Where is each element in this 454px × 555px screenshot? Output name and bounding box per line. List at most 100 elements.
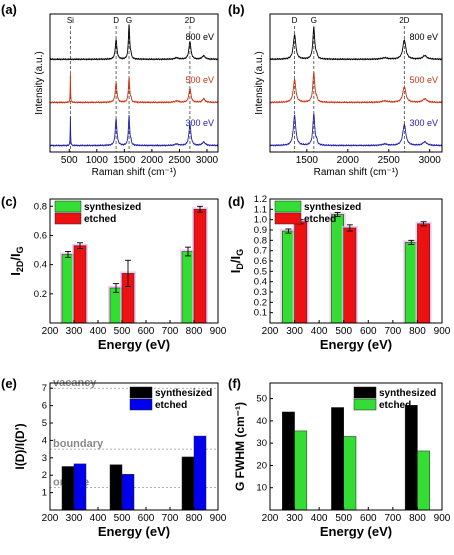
x-tick-label-b-2: 2500 — [378, 155, 401, 166]
x-tick-label-b-3: 3000 — [419, 155, 442, 166]
peak-label-b-2: 2D — [399, 16, 409, 25]
x-tick-label-e-1: 300 — [66, 513, 83, 524]
x-tick-label-f-4: 600 — [360, 513, 377, 524]
series-line-b-0 — [269, 26, 443, 61]
x-tick-label-d-5: 700 — [385, 326, 402, 337]
bar-e-0-0 — [61, 466, 75, 511]
bar-c-1-0 — [73, 245, 87, 324]
legend-label-f-0: synthesized — [379, 388, 436, 399]
bar-e-1-0 — [73, 463, 87, 511]
y-axis-label-b: Intensity (a.u.) — [254, 51, 265, 114]
x-tick-label-e-5: 700 — [162, 513, 179, 524]
series-line-b-2 — [269, 113, 443, 148]
y-tick-label-c-0: 0.2 — [34, 289, 47, 300]
bar-e-1-1 — [121, 474, 135, 511]
series-label-a-1: 500 eV — [185, 75, 214, 85]
plot-frame-a — [49, 13, 219, 153]
x-tick-label-d-2: 400 — [311, 326, 328, 337]
x-tick-label-c-5: 700 — [162, 326, 179, 337]
y-tick-label-d-8: 0.9 — [254, 225, 267, 236]
y-tick-label-d-6: 0.7 — [254, 246, 267, 257]
x-axis-label-a: Raman shift (cm⁻¹) — [92, 167, 177, 178]
bar-c-1-2 — [193, 208, 207, 324]
y-tick-label-d-4: 0.5 — [254, 266, 267, 277]
y-tick-label-d-0: 0.1 — [254, 308, 267, 319]
bar-f-1-1 — [343, 436, 357, 511]
reference-label-e-1: boundary — [53, 438, 104, 450]
plot-frame-e — [49, 382, 219, 511]
bar-f-0-2 — [404, 405, 418, 511]
y-tick-label-e-0: 1 — [42, 488, 47, 499]
x-tick-label-a-1: 1000 — [86, 155, 109, 166]
y-tick-label-d-11: 1.2 — [254, 194, 267, 205]
legend-label-e-1: etched — [155, 400, 187, 411]
series-label-b-0: 800 eV — [409, 32, 438, 42]
peak-label-a-3: 2D — [185, 16, 195, 25]
y-tick-label-f-4: 50 — [256, 394, 267, 405]
y-tick-label-e-5: 6 — [42, 401, 47, 412]
peak-label-a-1: D — [113, 16, 119, 25]
x-tick-label-e-3: 500 — [114, 513, 131, 524]
x-tick-label-a-5: 3000 — [196, 155, 219, 166]
y-tick-label-f-0: 10 — [256, 483, 267, 494]
y-tick-label-d-5: 0.6 — [254, 256, 267, 267]
x-tick-label-b-0: 1500 — [296, 155, 319, 166]
series-label-b-1: 500 eV — [409, 75, 438, 85]
y-tick-label-d-2: 0.3 — [254, 287, 267, 298]
bar-e-0-1 — [109, 464, 123, 511]
y-tick-label-d-3: 0.4 — [254, 277, 267, 288]
x-tick-label-e-6: 800 — [186, 513, 203, 524]
legend-label-d-0: synthesized — [304, 202, 361, 213]
plot-frame-f — [269, 382, 443, 511]
x-tick-label-f-0: 200 — [262, 513, 279, 524]
x-tick-label-a-4: 2500 — [168, 155, 191, 166]
y-tick-label-d-7: 0.8 — [254, 235, 267, 246]
x-axis-label-f: Energy (eV) — [320, 524, 392, 539]
x-tick-label-f-5: 700 — [385, 513, 402, 524]
y-tick-label-e-4: 5 — [42, 418, 47, 429]
bar-d-1-1 — [343, 227, 357, 324]
x-tick-label-f-7: 900 — [434, 513, 451, 524]
x-tick-label-c-1: 300 — [66, 326, 83, 337]
bar-f-1-0 — [294, 430, 308, 511]
y-tick-label-c-3: 0.8 — [34, 201, 47, 212]
bar-e-1-2 — [193, 435, 207, 511]
panel-label-e: (e) — [1, 376, 17, 391]
x-tick-label-a-0: 500 — [61, 155, 78, 166]
y-axis-label-d: ID/IG — [228, 249, 245, 273]
x-tick-label-d-4: 600 — [360, 326, 377, 337]
legend-swatch-f-1 — [353, 398, 377, 411]
legend-swatch-c-1 — [54, 212, 82, 225]
y-tick-label-d-9: 1.0 — [254, 215, 267, 226]
peak-label-a-0: Si — [67, 16, 74, 25]
x-axis-label-e: Energy (eV) — [98, 524, 170, 539]
legend-swatch-f-0 — [353, 386, 377, 399]
peak-label-a-2: G — [126, 16, 132, 25]
panel-label-f: (f) — [228, 376, 241, 391]
y-tick-label-e-1: 2 — [42, 470, 47, 481]
peak-label-b-0: D — [292, 16, 298, 25]
legend-label-c-1: etched — [84, 214, 116, 225]
x-tick-label-c-3: 500 — [114, 326, 131, 337]
x-tick-label-b-1: 2000 — [337, 155, 360, 166]
legend-label-d-1: etched — [304, 214, 336, 225]
panel-label-b: (b) — [228, 2, 245, 17]
legend-swatch-e-1 — [129, 398, 153, 411]
y-tick-label-c-1: 0.4 — [34, 260, 47, 271]
x-tick-label-e-2: 400 — [90, 513, 107, 524]
series-label-a-0: 800 eV — [185, 32, 214, 42]
bar-f-0-0 — [282, 411, 295, 511]
y-tick-label-d-10: 1.1 — [254, 204, 267, 215]
y-tick-label-e-2: 3 — [42, 453, 47, 464]
x-tick-label-e-7: 900 — [210, 513, 227, 524]
y-tick-label-e-3: 4 — [42, 435, 47, 446]
y-tick-label-d-1: 0.2 — [254, 297, 267, 308]
x-tick-label-a-3: 2000 — [141, 155, 164, 166]
x-tick-label-e-0: 200 — [42, 513, 59, 524]
x-tick-label-c-7: 900 — [210, 326, 227, 337]
y-tick-label-e-6: 7 — [42, 383, 47, 394]
x-tick-label-f-2: 400 — [311, 513, 328, 524]
series-line-a-2 — [49, 115, 219, 148]
bar-d-1-0 — [294, 221, 308, 324]
